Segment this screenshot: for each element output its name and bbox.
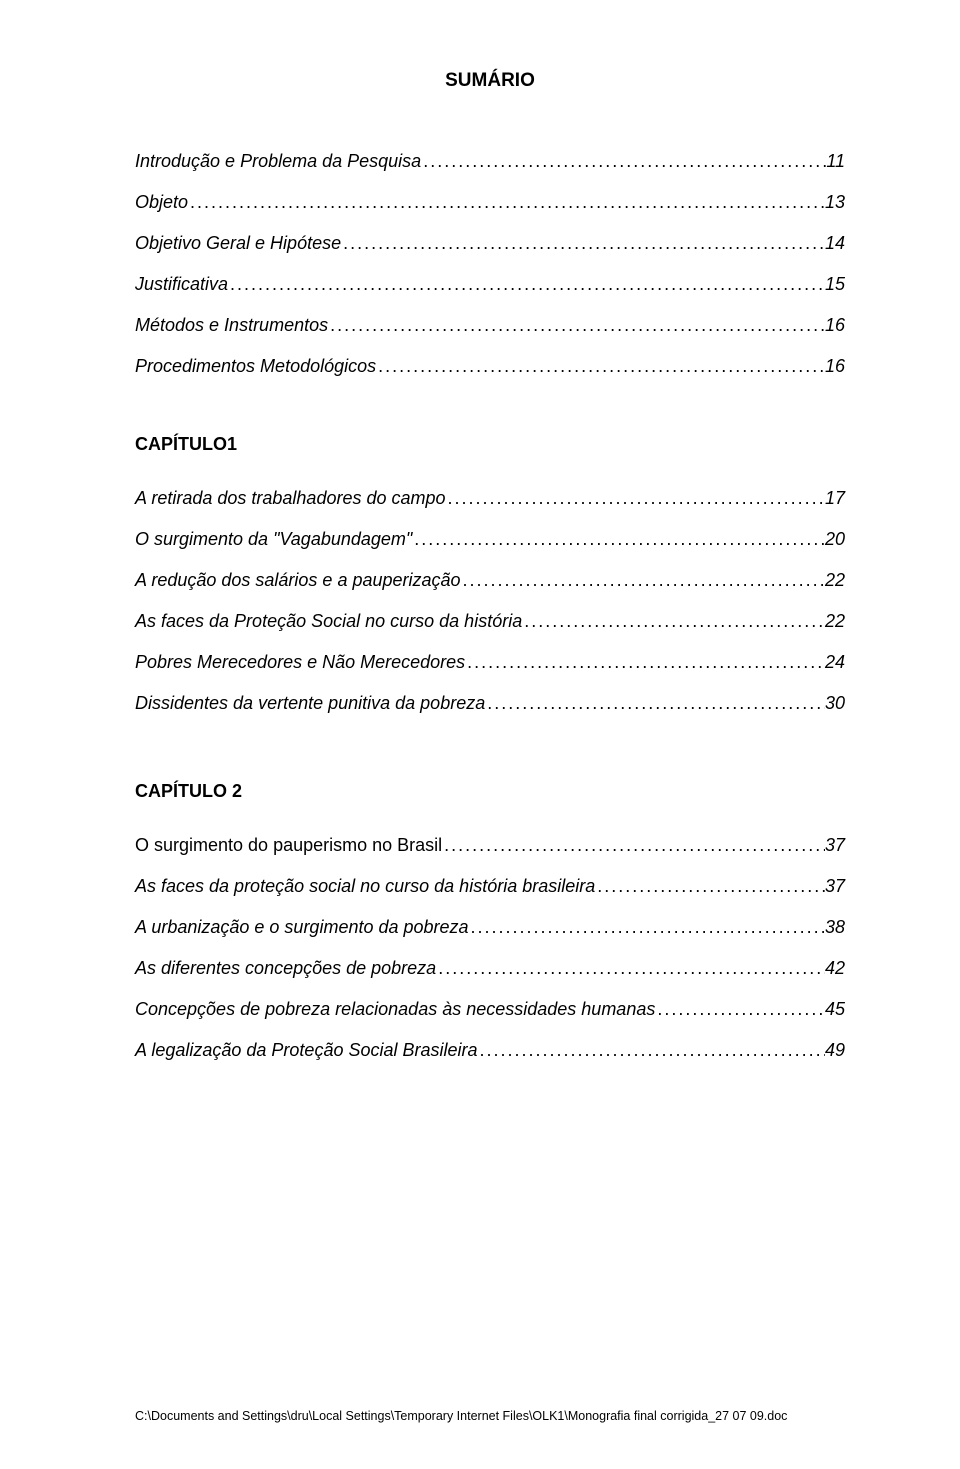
toc-label: Justificativa [135,271,228,298]
toc-intro-item: Objeto 13 [135,189,845,216]
chapter1-section: A retirada dos trabalhadores do campo 17 O… [135,485,845,717]
toc-page-number: 30 [825,690,845,717]
toc-ch1-item: Pobres Merecedores e Não Merecedores 24 [135,649,845,676]
toc-label: O surgimento do pauperismo no Brasil [135,832,442,859]
toc-page-number: 38 [825,914,845,941]
toc-leader-dots [469,914,825,941]
intro-section: Introdução e Problema da Pesquisa 11 Objet… [135,148,845,380]
toc-page-number: 16 [825,353,845,380]
toc-page-number: 45 [825,996,845,1023]
toc-leader-dots [421,148,826,175]
toc-intro-item: Métodos e Instrumentos 16 [135,312,845,339]
toc-label: Objeto [135,189,188,216]
page-title: SUMÁRIO [135,70,845,92]
toc-intro-item: Objetivo Geral e Hipótese 14 [135,230,845,257]
toc-label: Pobres Merecedores e Não Merecedores [135,649,465,676]
toc-leader-dots [341,230,825,257]
chapter2-heading: CAPÍTULO 2 [135,781,845,802]
toc-page-number: 37 [825,832,845,859]
toc-ch1-item: A retirada dos trabalhadores do campo 17 [135,485,845,512]
toc-label: Dissidentes da vertente punitiva da pobr… [135,690,485,717]
toc-intro-item: Introdução e Problema da Pesquisa 11 [135,148,845,175]
toc-ch2-item: As diferentes concepções de pobreza 42 [135,955,845,982]
toc-page-number: 37 [825,873,845,900]
toc-page-number: 16 [825,312,845,339]
toc-leader-dots [655,996,825,1023]
toc-label: A retirada dos trabalhadores do campo [135,485,446,512]
toc-leader-dots [446,485,825,512]
toc-leader-dots [412,526,825,553]
toc-label: Procedimentos Metodológicos [135,353,376,380]
toc-label: A legalização da Proteção Social Brasile… [135,1037,478,1064]
toc-ch1-item: O surgimento da "Vagabundagem" 20 [135,526,845,553]
toc-leader-dots [478,1037,825,1064]
toc-label: Métodos e Instrumentos [135,312,328,339]
toc-page-number: 24 [825,649,845,676]
toc-leader-dots [436,955,825,982]
toc-label: Concepções de pobreza relacionadas às ne… [135,996,655,1023]
toc-ch1-item: Dissidentes da vertente punitiva da pobr… [135,690,845,717]
toc-page-number: 14 [825,230,845,257]
toc-label: As diferentes concepções de pobreza [135,955,436,982]
chapter2-section: O surgimento do pauperismo no Brasil 37 As… [135,832,845,1064]
toc-leader-dots [228,271,825,298]
toc-leader-dots [188,189,825,216]
toc-page-number: 11 [826,148,845,175]
toc-label: Introdução e Problema da Pesquisa [135,148,421,175]
footer-path: C:\Documents and Settings\dru\Local Sett… [135,1409,787,1423]
toc-label: Objetivo Geral e Hipótese [135,230,341,257]
toc-leader-dots [465,649,825,676]
toc-intro-item: Procedimentos Metodológicos 16 [135,353,845,380]
toc-leader-dots [442,832,825,859]
toc-page-number: 22 [825,608,845,635]
toc-leader-dots [522,608,825,635]
toc-ch2-item: O surgimento do pauperismo no Brasil 37 [135,832,845,859]
toc-leader-dots [328,312,825,339]
toc-page-number: 42 [825,955,845,982]
toc-page-number: 15 [825,271,845,298]
toc-label: O surgimento da "Vagabundagem" [135,526,412,553]
toc-leader-dots [461,567,825,594]
chapter1-heading: CAPÍTULO1 [135,434,845,455]
toc-leader-dots [485,690,825,717]
toc-label: As faces da Proteção Social no curso da … [135,608,522,635]
toc-ch2-item: Concepções de pobreza relacionadas às ne… [135,996,845,1023]
toc-leader-dots [595,873,825,900]
toc-label: A redução dos salários e a pauperização [135,567,461,594]
toc-page-number: 20 [825,526,845,553]
toc-page-number: 13 [825,189,845,216]
toc-ch1-item: A redução dos salários e a pauperização 2… [135,567,845,594]
toc-ch2-item: A legalização da Proteção Social Brasile… [135,1037,845,1064]
toc-ch1-item: As faces da Proteção Social no curso da … [135,608,845,635]
toc-page-number: 22 [825,567,845,594]
toc-page-number: 49 [825,1037,845,1064]
toc-ch2-item: As faces da proteção social no curso da … [135,873,845,900]
toc-page-number: 17 [825,485,845,512]
toc-label: As faces da proteção social no curso da … [135,873,595,900]
toc-ch2-item: A urbanização e o surgimento da pobreza 3… [135,914,845,941]
toc-label: A urbanização e o surgimento da pobreza [135,914,469,941]
toc-leader-dots [376,353,825,380]
toc-intro-item: Justificativa 15 [135,271,845,298]
